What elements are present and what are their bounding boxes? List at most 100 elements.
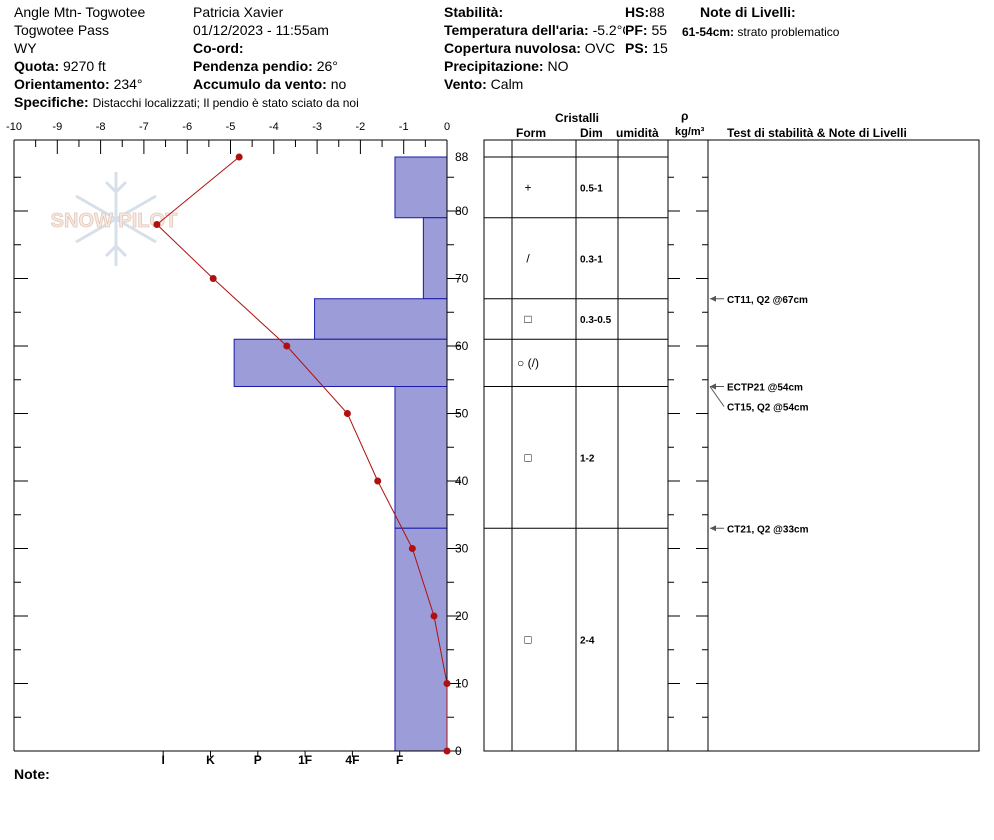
specifics: Specifiche: Distacchi localizzati; Il pe…: [14, 94, 359, 111]
stability-test-label: CT11, Q2 @67cm: [727, 295, 808, 306]
stability-test-label: CT15, Q2 @54cm: [727, 403, 809, 414]
temperature-point: [343, 410, 351, 417]
temperature-line: [153, 153, 451, 755]
temperature-tick-label: -5: [226, 121, 236, 133]
crystals-header: Cristalli: [555, 111, 600, 125]
temperature-tick-label: -10: [6, 121, 22, 133]
area: Togwotee Pass: [14, 22, 109, 38]
temperature-tick-label: -2: [356, 121, 366, 133]
layers-table: +0.5-1 / 0.3-1 □ 0.3-0.5 ○ (/) □ 1-2 □ 2-4 CT11, Q…: [483, 139, 980, 752]
crystal-form: ○ (/): [517, 356, 539, 370]
state: WY: [14, 40, 37, 56]
hardness-tick-label: 4F: [345, 753, 359, 767]
ps: PS: 15: [625, 40, 668, 56]
wind-label: Vento:: [444, 76, 487, 92]
specifics-value: Distacchi localizzati; Il pendio è stato…: [92, 96, 359, 110]
observer: Patricia Xavier: [193, 4, 284, 20]
temperature-tick-label: -1: [399, 121, 409, 133]
height-tick-label: 50: [455, 407, 469, 421]
temperature-point: [374, 477, 382, 485]
elevation-label: Quota:: [14, 58, 60, 74]
temperature-point: [153, 221, 161, 228]
hardness-bar: [422, 217, 448, 300]
hardness-bar: [394, 156, 448, 219]
slope: Pendenza pendio: 26°: [193, 58, 338, 74]
temperature-tick-label: 0: [444, 121, 450, 133]
aspect-value: 234°: [113, 76, 143, 92]
profile-axes: -10 -9 -8 -7 -6 -5 -4 -3 -2 -1 0888070605040302010…: [6, 121, 469, 767]
layer-note-text: strato problematico: [737, 25, 840, 39]
temperature-tick-label: -7: [139, 121, 149, 133]
pf: PF: 55: [625, 22, 668, 38]
density-unit-header: kg/m³: [675, 126, 705, 138]
precip-label: Precipitazione:: [444, 58, 544, 74]
aspect-label: Orientamento:: [14, 76, 110, 92]
watermark-text: SNOW PILOT: [51, 210, 178, 232]
height-tick-label: 60: [455, 339, 469, 353]
temperature-point: [209, 275, 217, 282]
moisture-header: umidità: [616, 126, 659, 140]
test-arrow-head: [710, 525, 716, 532]
datetime: 01/12/2023 - 11:55am: [193, 22, 329, 38]
aspect: Orientamento: 234°: [14, 76, 143, 92]
temperature-tick-label: -8: [96, 121, 106, 133]
temperature-point: [408, 545, 416, 552]
precip-value: NO: [547, 58, 569, 74]
crystal-form: □: [524, 633, 531, 647]
ps-value: 15: [652, 40, 668, 56]
layer-note: 61-54cm: strato problematico: [682, 24, 839, 40]
tests-header: Test di stabilità & Note di Livelli: [727, 126, 907, 140]
crystal-form: □: [524, 312, 531, 326]
crystal-form: /: [526, 251, 530, 265]
stability-label: Stabilità:: [444, 4, 504, 20]
location: Angle Mtn- Togwotee: [14, 4, 146, 20]
crystal-size: 0.3-0.5: [580, 315, 612, 326]
wind: Vento: Calm: [444, 76, 523, 92]
hardness-bar: [394, 386, 448, 529]
height-tick-label: 0: [455, 744, 462, 758]
stability-test-label: ECTP21 @54cm: [727, 383, 803, 394]
hardness-tick-label: F: [396, 753, 403, 767]
elevation: Quota: 9270 ft: [14, 58, 106, 74]
rho-header: ρ: [681, 109, 689, 123]
layer-note-range: 61-54cm:: [682, 25, 735, 39]
table-frame: [483, 139, 980, 752]
test-arrow: [709, 386, 725, 407]
elevation-value: 9270 ft: [63, 58, 106, 74]
hardness-tick-label: 1F: [298, 753, 312, 767]
slope-label: Pendenza pendio:: [193, 58, 313, 74]
form-header: Form: [516, 126, 546, 140]
air-temp-value: -5.2°C: [592, 22, 633, 38]
temperature-point: [443, 680, 451, 687]
sky-cover: Copertura nuvolosa: OVC: [444, 40, 615, 56]
temperature-profile-line: [156, 156, 448, 751]
wind-loading-label: Accumulo da vento:: [193, 76, 327, 92]
temperature-tick-label: -3: [312, 121, 322, 133]
size-header: Dim: [580, 126, 603, 140]
crystal-form: +: [524, 180, 531, 194]
height-tick-label: 40: [455, 474, 469, 488]
height-tick-label: 80: [455, 204, 469, 218]
sky-value: OVC: [584, 40, 616, 56]
coord-label: Co-ord:: [193, 40, 244, 56]
sky-label: Copertura nuvolosa:: [444, 40, 581, 56]
air-temp: Temperatura dell'aria: -5.2°C: [444, 22, 632, 38]
height-tick-label: 20: [455, 609, 469, 623]
crystal-form: □: [524, 450, 531, 464]
temperature-point: [443, 747, 451, 755]
test-arrow-head: [710, 383, 716, 390]
crystal-size: 2-4: [580, 636, 595, 647]
temperature-point: [430, 612, 438, 620]
crystal-size: 1-2: [580, 453, 595, 464]
hs-value: 88: [649, 4, 665, 20]
height-tick-label: 70: [455, 272, 469, 286]
temperature-tick-label: -6: [182, 121, 192, 133]
wind-loading: Accumulo da vento: no: [193, 76, 346, 92]
specifics-label: Specifiche:: [14, 94, 89, 110]
temperature-point: [283, 342, 291, 350]
hardness-bar: [394, 527, 448, 752]
precipitation: Precipitazione: NO: [444, 58, 568, 74]
pf-value: 55: [651, 22, 668, 38]
height-tick-label: 88: [455, 150, 469, 164]
